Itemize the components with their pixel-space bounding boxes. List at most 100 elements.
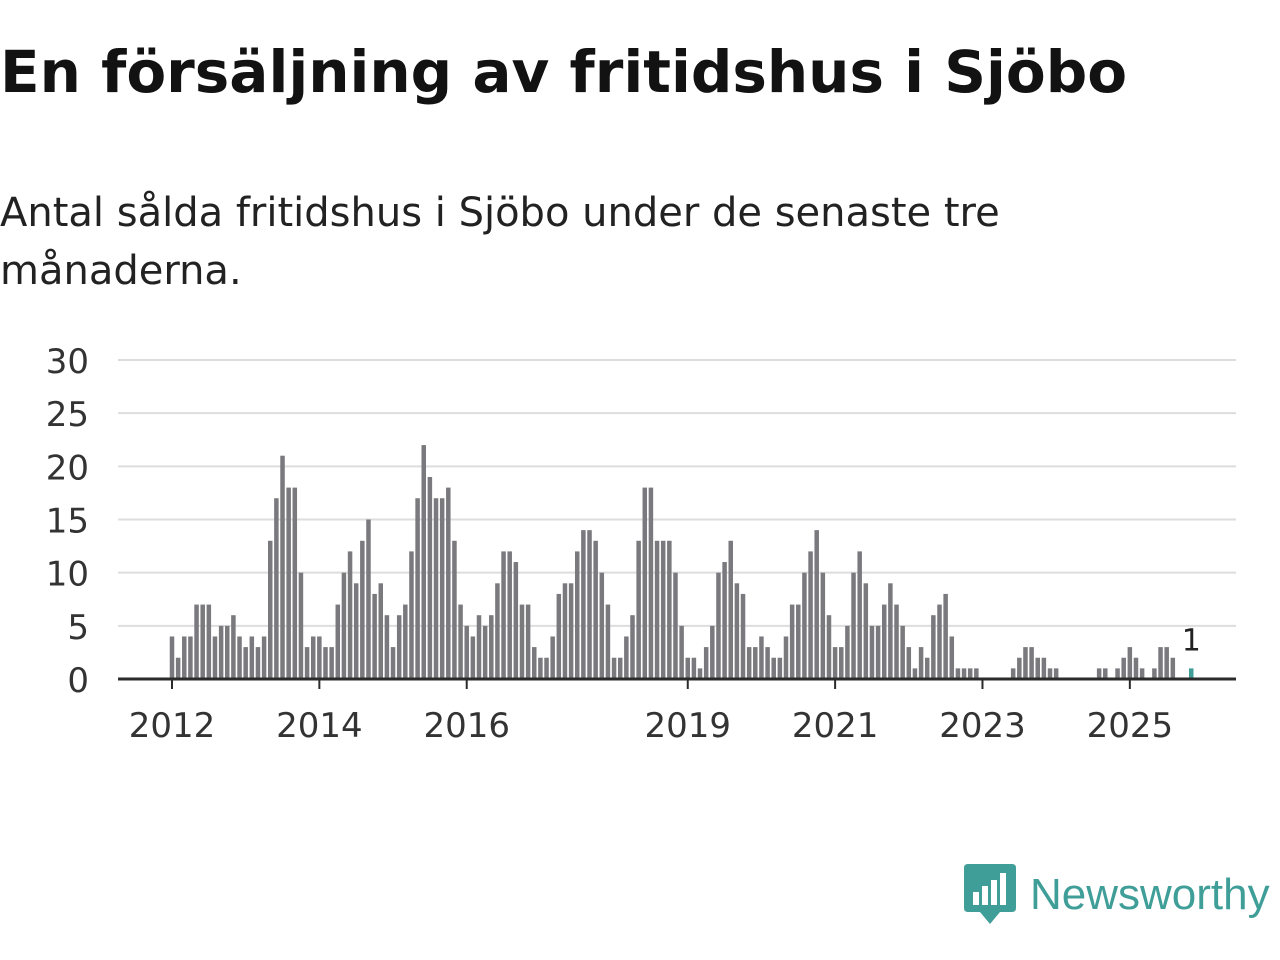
bar [335, 604, 341, 679]
bar [636, 540, 641, 679]
y-tick-label: 10 [46, 555, 89, 595]
chart-subtitle: Antal sålda fritidshus i Sjöbo under de … [0, 190, 1000, 294]
x-axis-ticks: 2012 2014 2016 2019 2021 2023 2025 [129, 679, 1173, 746]
bar [648, 487, 654, 679]
bar [415, 498, 420, 679]
bar [292, 487, 298, 679]
bar [519, 604, 525, 679]
bar [433, 498, 439, 679]
y-tick-label: 30 [46, 342, 89, 382]
chart-title: En försäljning av fritidshus i Sjöbo [0, 38, 1128, 106]
bar [654, 540, 660, 679]
bar [673, 572, 678, 679]
bar [599, 572, 605, 679]
bar [1139, 668, 1145, 679]
bar [1170, 657, 1176, 679]
bar [931, 615, 936, 679]
bar [495, 583, 500, 679]
bar [261, 636, 267, 679]
x-tick-label: 2016 [423, 706, 510, 746]
bar [544, 657, 549, 679]
bar [1047, 668, 1053, 679]
bar [924, 657, 930, 679]
bar [507, 551, 512, 679]
bar [955, 668, 961, 679]
bar [593, 540, 598, 679]
bar [771, 657, 776, 679]
bar [1035, 657, 1040, 679]
data-labels: 1 [1182, 623, 1201, 658]
bar [943, 593, 948, 679]
bar [267, 540, 273, 679]
bar [501, 551, 506, 679]
bar [421, 445, 426, 679]
bar [556, 593, 562, 679]
bar [820, 572, 826, 679]
x-tick-label: 2023 [939, 706, 1026, 746]
bar [403, 604, 408, 679]
bar [881, 604, 887, 679]
bar [329, 647, 334, 679]
bar [869, 625, 875, 679]
bar [1053, 668, 1059, 679]
bar [839, 647, 844, 679]
bar [489, 615, 494, 679]
bar-latest [1188, 668, 1194, 679]
newsworthy-logo-icon [964, 864, 1016, 924]
bar [759, 636, 764, 679]
x-tick-label: 2019 [644, 706, 731, 746]
bar [366, 519, 371, 679]
y-tick-label: 5 [67, 608, 89, 648]
bar [182, 636, 187, 679]
bar [169, 636, 175, 679]
bar [697, 668, 703, 679]
bar [857, 551, 862, 679]
bar [728, 540, 733, 679]
bar [225, 625, 230, 679]
bar [789, 604, 795, 679]
bar [1133, 657, 1139, 679]
bar [912, 668, 918, 679]
x-tick-label: 2012 [129, 706, 216, 746]
bar [777, 657, 783, 679]
bar [918, 647, 924, 679]
y-tick-label: 25 [46, 395, 89, 435]
x-tick-label: 2014 [276, 706, 363, 746]
bar [796, 604, 801, 679]
x-tick-label: 2025 [1087, 706, 1174, 746]
bar [961, 668, 967, 679]
bar [255, 647, 261, 679]
bar [1152, 668, 1157, 679]
bar [888, 583, 893, 679]
bars [169, 445, 1194, 679]
bar [587, 530, 592, 679]
bar [482, 625, 488, 679]
bar [409, 551, 414, 679]
bar [753, 647, 758, 679]
bar [427, 476, 433, 679]
bar [863, 583, 869, 679]
bar [685, 657, 691, 679]
bar [317, 636, 322, 679]
bar [562, 583, 568, 679]
bar [452, 540, 457, 679]
bar [691, 657, 697, 679]
newsworthy-brand: Newsworthy [964, 862, 1270, 928]
bar [341, 572, 347, 679]
bar [808, 551, 813, 679]
bar [175, 657, 181, 679]
bar [513, 562, 519, 679]
bar [280, 455, 285, 679]
bar [1127, 647, 1133, 679]
bar [360, 540, 365, 679]
bar [384, 615, 390, 679]
bar [1017, 657, 1022, 679]
bar [237, 636, 242, 679]
bar [347, 551, 353, 679]
bar [574, 551, 580, 679]
bar [1023, 647, 1028, 679]
bar [458, 604, 463, 679]
bar [1029, 647, 1034, 679]
bar [875, 625, 881, 679]
bar [1103, 668, 1108, 679]
